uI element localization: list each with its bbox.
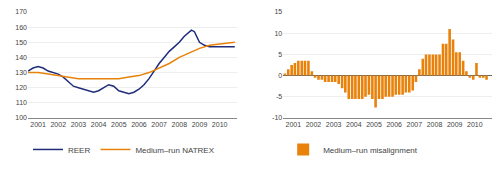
svg-text:10: 10 bbox=[274, 30, 282, 37]
svg-text:2009: 2009 bbox=[447, 121, 463, 128]
svg-text:2004: 2004 bbox=[91, 121, 107, 128]
svg-text:2003: 2003 bbox=[71, 121, 87, 128]
svg-text:2005: 2005 bbox=[111, 121, 127, 128]
svg-text:2008: 2008 bbox=[172, 121, 188, 128]
svg-text:2009: 2009 bbox=[192, 121, 208, 128]
svg-text:Medium–run NATREX: Medium–run NATREX bbox=[135, 146, 214, 155]
svg-text:120: 120 bbox=[15, 84, 27, 91]
svg-text:2001: 2001 bbox=[30, 121, 46, 128]
svg-text:140: 140 bbox=[15, 54, 27, 61]
svg-text:2005: 2005 bbox=[366, 121, 382, 128]
svg-text:REER: REER bbox=[68, 146, 90, 155]
svg-text:110: 110 bbox=[16, 99, 27, 106]
svg-text:150: 150 bbox=[15, 39, 27, 46]
svg-text:160: 160 bbox=[15, 24, 27, 31]
svg-text:-5: -5 bbox=[276, 93, 282, 100]
svg-text:2010: 2010 bbox=[467, 121, 483, 128]
svg-text:5: 5 bbox=[278, 51, 282, 58]
svg-text:2002: 2002 bbox=[50, 121, 66, 128]
svg-text:2006: 2006 bbox=[386, 121, 402, 128]
svg-text:2006: 2006 bbox=[131, 121, 147, 128]
svg-text:2003: 2003 bbox=[326, 121, 342, 128]
svg-text:170: 170 bbox=[15, 8, 27, 15]
svg-text:2007: 2007 bbox=[407, 121, 423, 128]
svg-text:-10: -10 bbox=[272, 114, 282, 121]
svg-text:Medium–run misalignment: Medium–run misalignment bbox=[323, 146, 418, 155]
svg-text:130: 130 bbox=[15, 69, 27, 76]
svg-text:2001: 2001 bbox=[286, 121, 302, 128]
svg-text:15: 15 bbox=[274, 8, 282, 15]
svg-text:2004: 2004 bbox=[346, 121, 362, 128]
svg-text:2007: 2007 bbox=[151, 121, 167, 128]
svg-text:0: 0 bbox=[278, 72, 282, 79]
svg-text:100: 100 bbox=[15, 114, 27, 121]
svg-text:2010: 2010 bbox=[212, 121, 228, 128]
svg-text:2008: 2008 bbox=[427, 121, 443, 128]
svg-text:2002: 2002 bbox=[306, 121, 322, 128]
